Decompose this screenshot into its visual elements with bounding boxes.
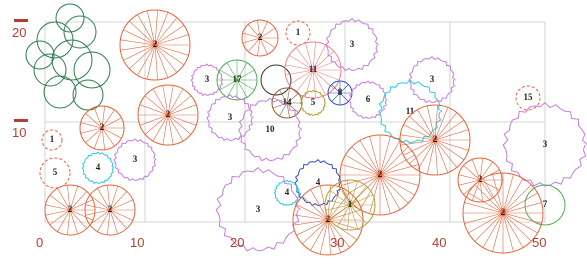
plant-label: 3 <box>350 39 355 49</box>
plant-label: 7 <box>543 199 548 209</box>
y-axis-label: 10 <box>12 125 26 140</box>
plant-label: 1 <box>348 199 353 209</box>
shrub-symbol <box>56 4 84 32</box>
plant-label: 11 <box>309 64 318 74</box>
planting-plan: 2211133171458611315322154331022427234212… <box>0 0 587 267</box>
plant-label: 3 <box>256 204 261 214</box>
plant-label: 6 <box>366 94 371 104</box>
plant-label: 1 <box>50 134 55 144</box>
grid <box>45 22 545 222</box>
plant-label: 2 <box>100 122 105 132</box>
plant-label: 3 <box>543 139 548 149</box>
plant-label: 10 <box>266 124 276 134</box>
x-axis-label: 40 <box>432 235 446 250</box>
plant-label: 4 <box>96 162 101 172</box>
y-axis-marker <box>14 19 28 22</box>
shrub-symbol <box>73 80 103 110</box>
shrub-symbol <box>26 41 54 69</box>
plant-label: 17 <box>233 74 243 84</box>
shrub-symbol <box>34 54 66 86</box>
plant-label: 3 <box>430 74 435 84</box>
plant-label: 1 <box>296 27 301 37</box>
plant-label: 2 <box>108 204 113 214</box>
plant-label: 3 <box>205 74 210 84</box>
plant-label: 2 <box>378 169 383 179</box>
plant-label: 2 <box>166 109 171 119</box>
plant-label: 2 <box>153 39 158 49</box>
plant-label: 14 <box>283 97 293 107</box>
y-axis-label: 20 <box>12 25 26 40</box>
x-axis-label: 50 <box>532 235 546 250</box>
plant-label: 8 <box>338 87 343 97</box>
plant-label: 3 <box>133 154 138 164</box>
x-axis-label: 20 <box>230 235 244 250</box>
plant-label: 4 <box>285 187 290 197</box>
plant-label: 5 <box>53 167 58 177</box>
x-axis-label: 30 <box>330 235 344 250</box>
x-axis-label: 10 <box>130 235 144 250</box>
plant-label: 5 <box>311 97 316 107</box>
plant-label: 2 <box>258 32 263 42</box>
x-axis-label: 0 <box>36 235 43 250</box>
plant-label: 2 <box>326 214 331 224</box>
plant-label: 15 <box>524 92 534 102</box>
plant-label: 3 <box>228 112 233 122</box>
y-axis-marker <box>14 119 28 122</box>
plant-label: 2 <box>433 134 438 144</box>
plant-label: 2 <box>68 204 73 214</box>
plant-label: 2 <box>501 207 506 217</box>
shrub-symbol <box>44 76 76 108</box>
